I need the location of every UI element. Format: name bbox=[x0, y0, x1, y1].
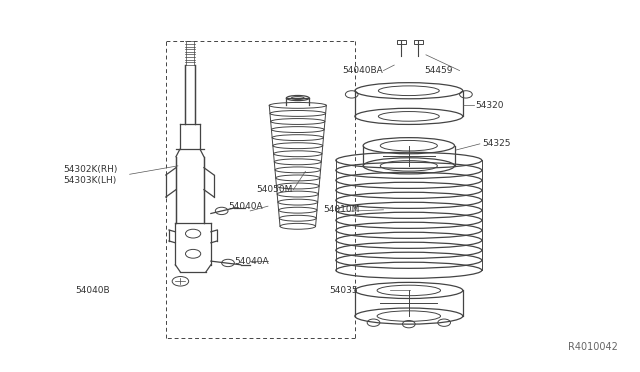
FancyBboxPatch shape bbox=[185, 65, 195, 124]
Text: R4010042: R4010042 bbox=[568, 342, 618, 352]
Text: 54040BA: 54040BA bbox=[342, 66, 383, 75]
Text: 54040B: 54040B bbox=[76, 286, 110, 295]
Text: 54320: 54320 bbox=[476, 101, 504, 110]
Text: 54303K(LH): 54303K(LH) bbox=[63, 176, 116, 185]
Text: 54325: 54325 bbox=[482, 140, 510, 148]
Text: 54040A: 54040A bbox=[228, 202, 262, 211]
Text: 54040A: 54040A bbox=[234, 257, 269, 266]
Text: 54050M: 54050M bbox=[257, 185, 293, 194]
Text: 54302K(RH): 54302K(RH) bbox=[63, 165, 117, 174]
FancyBboxPatch shape bbox=[414, 40, 423, 44]
Text: 54035: 54035 bbox=[330, 286, 358, 295]
FancyBboxPatch shape bbox=[176, 157, 204, 223]
Text: 54010M: 54010M bbox=[323, 205, 360, 214]
FancyBboxPatch shape bbox=[397, 40, 406, 44]
Text: 54459: 54459 bbox=[425, 66, 453, 75]
